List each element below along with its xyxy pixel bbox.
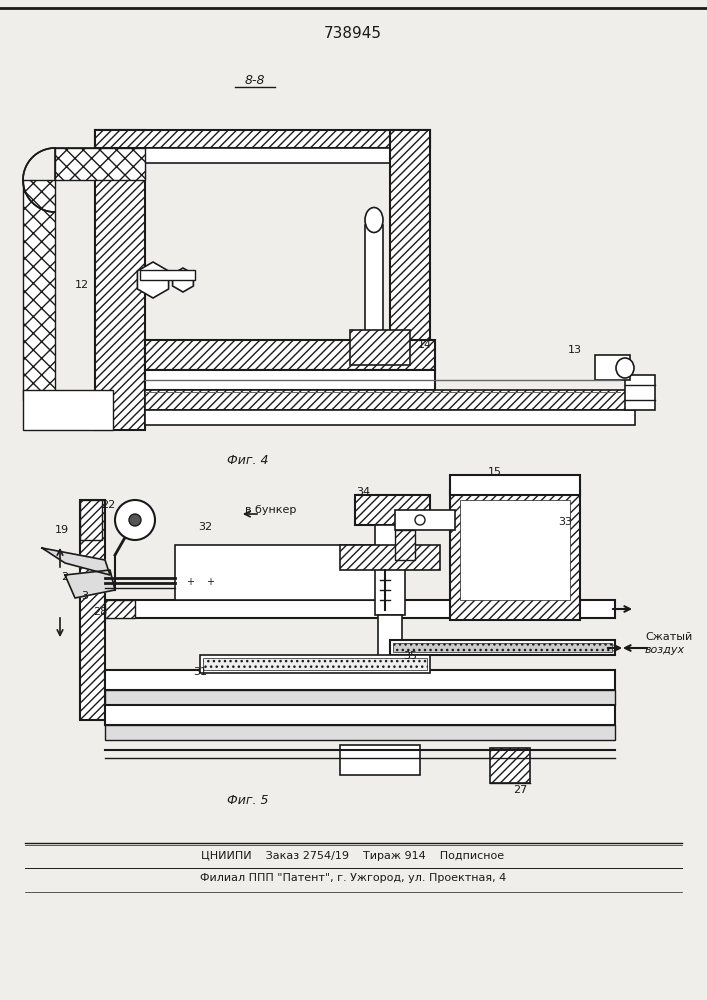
Bar [23,180,55,400]
Bar [80,500,102,540]
Ellipse shape [616,358,634,378]
Text: Фиг. 4: Фиг. 4 [227,454,269,466]
Bar [95,148,430,163]
Bar [105,670,615,690]
Bar [340,545,440,570]
Bar [105,600,615,618]
Bar [55,148,145,180]
Text: 28: 28 [93,607,107,617]
Bar [378,615,402,665]
Text: 31: 31 [193,667,207,677]
Bar [145,370,435,390]
Bar [395,510,455,530]
Bar [80,500,105,720]
Bar [105,705,615,725]
Text: 35: 35 [403,651,417,661]
Circle shape [415,515,425,525]
Bar [393,643,612,652]
Text: 27: 27 [513,785,527,795]
Bar [395,530,415,560]
Text: Фиг. 5: Фиг. 5 [227,794,269,806]
Text: 2: 2 [62,572,69,582]
Text: 12: 12 [75,280,89,290]
Circle shape [115,500,155,540]
Text: Сжатый: Сжатый [645,632,692,642]
Bar [140,270,195,280]
Bar [460,500,570,600]
Text: 33: 33 [558,517,572,527]
Bar [145,390,635,410]
Text: ЦНИИПИ    Заказ 2754/19    Тираж 914    Подписное: ЦНИИПИ Заказ 2754/19 Тираж 914 Подписное [201,851,505,861]
Text: воздух: воздух [645,645,685,655]
Text: в бункер: в бункер [245,505,296,515]
Bar [105,690,615,705]
Bar [625,375,655,410]
Bar [340,745,420,775]
Bar [200,655,430,673]
Text: 14: 14 [418,340,432,350]
Bar [450,490,580,620]
Polygon shape [65,570,115,598]
Bar [145,410,635,425]
Text: +: + [186,577,194,587]
Ellipse shape [365,208,383,232]
Bar [365,225,383,355]
Text: 32: 32 [198,522,212,532]
Bar [175,545,395,600]
Text: 13: 13 [568,345,582,355]
Circle shape [129,514,141,526]
Text: 8-8: 8-8 [245,74,265,87]
Bar [390,640,615,655]
Bar [595,355,630,380]
Bar [375,525,405,615]
Bar [203,658,427,670]
Text: 22: 22 [101,500,115,510]
Bar [105,725,615,740]
Text: 34: 34 [356,487,370,497]
Bar [95,130,145,430]
Bar [490,748,530,783]
Bar [450,475,580,495]
Text: 19: 19 [55,525,69,535]
Polygon shape [42,548,110,575]
Bar [23,390,113,430]
Bar [95,130,430,148]
Bar [105,600,135,618]
Bar [390,130,430,350]
Bar [360,660,420,670]
Bar [350,330,410,365]
Text: 738945: 738945 [324,25,382,40]
Text: 15: 15 [488,467,502,477]
Bar [145,340,435,370]
Bar [55,148,145,180]
Text: +: + [206,577,214,587]
Bar [355,495,430,525]
Text: Филиал ППП "Патент", г. Ужгород, ул. Проектная, 4: Филиал ППП "Патент", г. Ужгород, ул. Про… [200,873,506,883]
Text: 3: 3 [81,591,88,601]
